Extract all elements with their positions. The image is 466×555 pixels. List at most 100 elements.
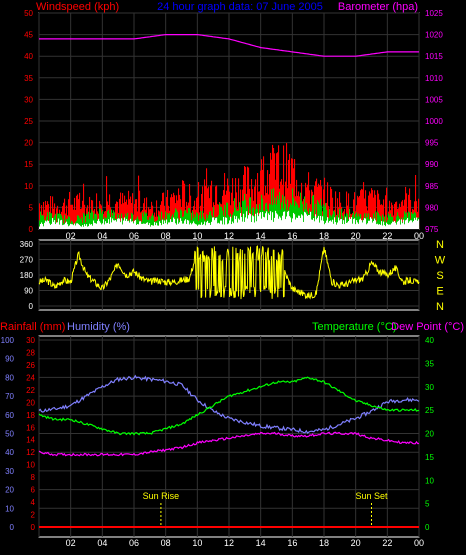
average-wind-bar <box>219 203 221 229</box>
gust-bar <box>75 225 77 229</box>
windspeed-bar <box>373 197 375 229</box>
gust-bar <box>46 221 48 229</box>
average-wind-bar <box>95 213 97 229</box>
gust-bar <box>113 220 115 229</box>
average-wind-bar <box>150 218 152 229</box>
windspeed-bar <box>50 196 52 229</box>
windspeed-bar <box>224 173 226 229</box>
gust-bar <box>373 221 375 229</box>
gust-bar <box>45 220 47 229</box>
average-wind-bar <box>242 200 244 229</box>
gust-bar <box>202 224 204 229</box>
average-wind-bar <box>208 215 210 229</box>
gust-bar <box>128 220 130 229</box>
windspeed-bar <box>228 185 230 229</box>
gust-bar <box>418 219 420 229</box>
gust-bar <box>90 224 92 229</box>
windspeed-bar <box>183 180 185 229</box>
wind-direction-line <box>38 245 420 300</box>
gust-bar <box>80 226 82 229</box>
average-wind-bar <box>83 212 85 229</box>
windspeed-bar <box>78 199 80 229</box>
gust-bar <box>276 213 278 229</box>
rainfall-tick-label: 2 <box>31 511 36 520</box>
gust-bar <box>261 218 263 229</box>
windspeed-bar <box>415 175 417 229</box>
windspeed-tick-label: 50 <box>24 9 33 18</box>
windspeed-bar <box>44 209 46 229</box>
gust-bar <box>114 220 116 229</box>
gust-bar <box>249 213 251 229</box>
gust-bar <box>285 219 287 229</box>
gust-bar <box>392 221 394 229</box>
windspeed-bar <box>308 172 310 229</box>
gust-bar <box>78 224 80 229</box>
gust-bar <box>243 213 245 229</box>
gust-bar <box>396 224 398 229</box>
gust-bar <box>177 218 179 229</box>
gust-bar <box>157 225 159 229</box>
gust-bar <box>60 220 62 229</box>
gust-bar <box>252 215 254 229</box>
gust-bar <box>121 218 123 229</box>
average-wind-bar <box>273 188 275 229</box>
average-wind-bar <box>324 206 326 229</box>
average-wind-bar <box>122 218 124 229</box>
windspeed-bar <box>377 190 379 229</box>
gust-bar <box>382 225 384 229</box>
gust-bar <box>81 226 83 229</box>
temperature-tick-label: 5 <box>425 500 430 509</box>
windspeed-bar <box>69 191 71 229</box>
gust-bar <box>296 217 298 229</box>
windspeed-bar <box>202 186 204 229</box>
windspeed-bar <box>223 190 225 229</box>
windspeed-bar <box>337 198 339 229</box>
average-wind-bar <box>409 212 411 229</box>
gust-bar <box>54 220 56 229</box>
windspeed-bar <box>163 192 165 229</box>
average-wind-bar <box>239 202 241 229</box>
gust-bar <box>314 221 316 229</box>
gust-bar <box>106 223 108 229</box>
windspeed-bar <box>143 203 145 229</box>
direction-tick-label: 180 <box>20 271 34 280</box>
gust-bar <box>51 223 53 229</box>
temperature-tick-label: 40 <box>425 336 434 345</box>
gust-bar <box>323 220 325 229</box>
windspeed-bar <box>346 191 348 229</box>
gust-bar <box>310 211 312 229</box>
gust-bar <box>73 225 75 229</box>
gust-bar <box>50 224 52 229</box>
gust-bar <box>241 217 243 229</box>
average-wind-bar <box>69 217 71 229</box>
x-tick-label: 06 <box>129 231 139 241</box>
gust-bar <box>228 223 230 229</box>
average-wind-bar <box>318 202 320 229</box>
gust-bar <box>345 217 347 229</box>
barometer-tick-label: 990 <box>425 160 439 169</box>
gust-bar <box>318 215 320 229</box>
average-wind-bar <box>59 213 61 229</box>
gust-bar <box>98 218 100 229</box>
windspeed-bar <box>74 197 76 229</box>
average-wind-bar <box>366 213 368 229</box>
gust-bar <box>258 216 260 229</box>
humidity-tick-label: 0 <box>10 523 15 532</box>
gust-bar <box>126 218 128 229</box>
windspeed-bar <box>164 205 166 229</box>
gust-bar <box>376 224 378 229</box>
rainfall-tick-label: 20 <box>26 398 35 407</box>
average-wind-bar <box>313 194 315 229</box>
gust-bar <box>399 219 401 229</box>
humidity-tick-label: 50 <box>5 430 14 439</box>
windspeed-bar <box>167 189 169 229</box>
windspeed-bar <box>254 186 256 229</box>
average-wind-bar <box>378 213 380 229</box>
windspeed-bar <box>389 200 391 229</box>
x-tick-label: 18 <box>319 231 329 241</box>
windspeed-bar <box>123 203 125 229</box>
gust-bars <box>39 210 420 229</box>
gust-bar <box>43 226 45 229</box>
average-wind-bar <box>317 200 319 229</box>
windspeed-bar <box>70 204 72 229</box>
